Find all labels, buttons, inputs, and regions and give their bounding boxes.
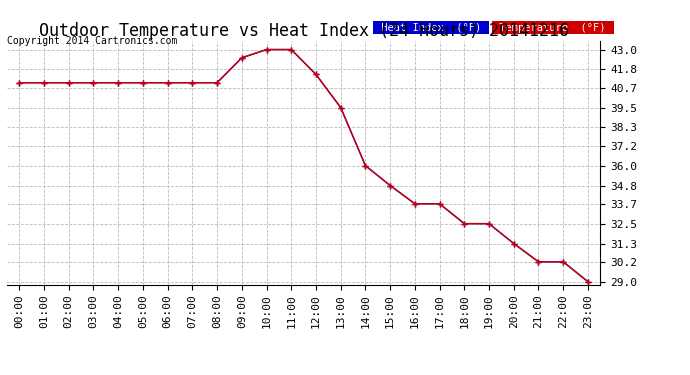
Text: Temperature  (°F): Temperature (°F) — [493, 23, 612, 33]
Title: Outdoor Temperature vs Heat Index (24 Hours) 20141216: Outdoor Temperature vs Heat Index (24 Ho… — [39, 22, 569, 40]
Text: Heat Index  (°F): Heat Index (°F) — [375, 23, 487, 33]
Text: Copyright 2014 Cartronics.com: Copyright 2014 Cartronics.com — [7, 36, 177, 46]
